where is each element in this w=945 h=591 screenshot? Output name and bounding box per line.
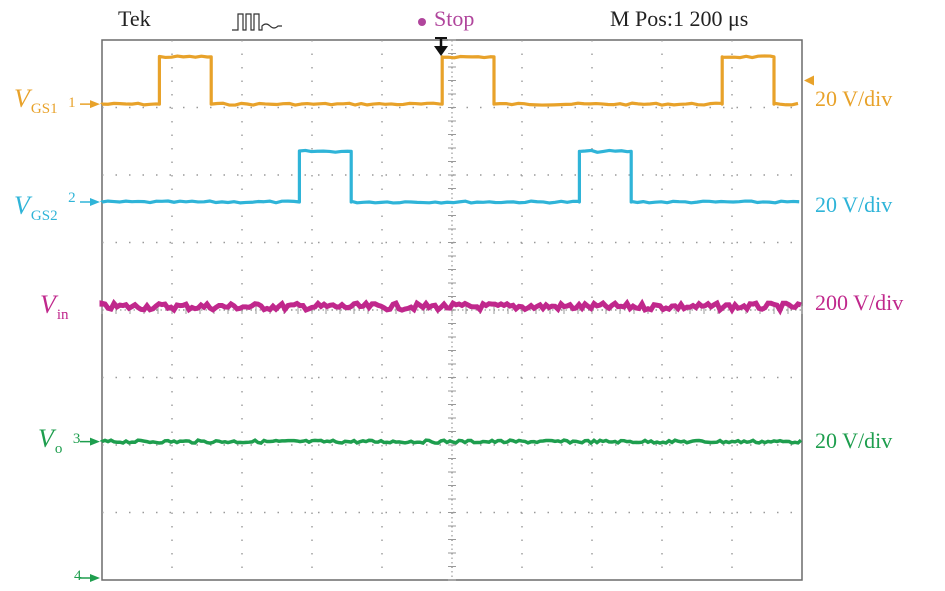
ground-marker-ch2	[90, 198, 100, 206]
ch1-marker-number: 1	[68, 95, 76, 111]
ch4-label: 4	[74, 568, 82, 584]
vin-scale: 200 V/div	[815, 290, 904, 315]
channel-markers	[80, 75, 814, 582]
stop-indicator-icon	[418, 18, 426, 26]
horizontal-position: M Pos:1 200 μs	[610, 6, 749, 31]
ground-marker-ch3	[90, 437, 100, 446]
trigger-level-icon	[804, 75, 814, 86]
run-status: Stop	[434, 6, 475, 31]
ch1-label: VGS1 1	[14, 84, 76, 117]
trace-layer	[99, 54, 803, 446]
ch2-marker-number: 2	[68, 190, 76, 206]
ch3-marker-number: 3	[72, 431, 81, 447]
ch3-scale: 20 V/div	[815, 428, 893, 453]
ch2-scale: 20 V/div	[815, 192, 893, 217]
trigger-position-icon	[434, 37, 448, 56]
ground-marker-ch1	[90, 100, 100, 109]
ground-marker-ch4	[90, 574, 100, 582]
trace-ch3	[100, 438, 803, 446]
vin-label: Vin	[40, 290, 69, 323]
trace-ch1	[100, 54, 799, 107]
ch3-label: Vo 3	[38, 424, 81, 457]
acquisition-mode-icon	[232, 13, 282, 31]
ch1-scale: 20 V/div	[815, 86, 893, 111]
brand-label: Tek	[118, 6, 151, 31]
ch2-label: VGS2 2	[14, 190, 76, 224]
trace-ch2	[100, 148, 800, 205]
trace-vin	[99, 298, 802, 316]
